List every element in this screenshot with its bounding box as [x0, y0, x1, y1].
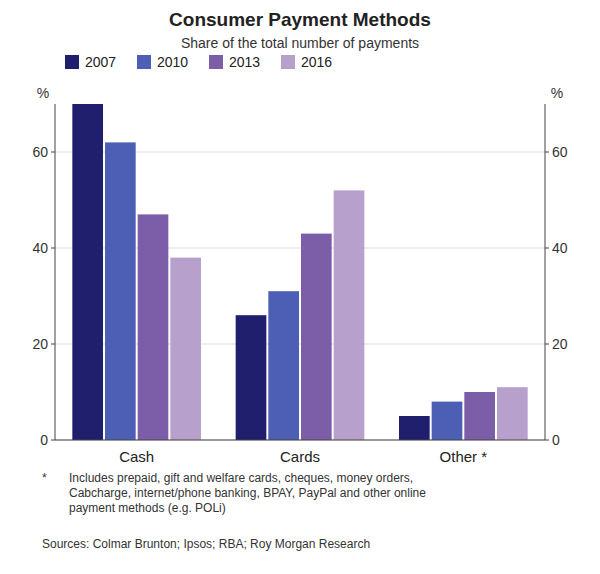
- bar: [464, 392, 495, 440]
- y-tick: [51, 248, 55, 249]
- y-axis-label: %: [37, 85, 49, 101]
- y-tick: [51, 344, 55, 345]
- y2-tick: [545, 344, 549, 345]
- legend-label: 2010: [157, 54, 188, 70]
- bar: [497, 387, 528, 440]
- bar: [236, 315, 267, 440]
- bar: [301, 234, 332, 440]
- x-tick-label: Cards: [280, 448, 320, 465]
- footnote-line: Cabcharge, internet/phone banking, BPAY,…: [69, 486, 426, 500]
- y-tick-label: 0: [40, 432, 48, 448]
- legend-label: 2013: [229, 54, 260, 70]
- legend-label: 2007: [85, 54, 116, 70]
- grid-line: [55, 440, 545, 441]
- y-tick-label: 60: [32, 144, 48, 160]
- bar: [268, 291, 299, 440]
- y2-tick: [545, 440, 549, 441]
- y2-tick-label: 20: [552, 336, 568, 352]
- y2-tick-label: 0: [552, 432, 560, 448]
- y2-axis-label: %: [551, 85, 563, 101]
- footnote: Includes prepaid, gift and welfare cards…: [69, 471, 426, 515]
- legend-label: 2016: [301, 54, 332, 70]
- bar: [432, 402, 463, 440]
- bar: [72, 104, 103, 440]
- subtitle: Share of the total number of payments: [181, 35, 419, 51]
- x-tick-label: Other *: [440, 448, 488, 465]
- legend: 2007 2010 2013 2016: [65, 54, 332, 70]
- sources: Sources: Colmar Brunton; Ipsos; RBA; Roy…: [42, 537, 370, 551]
- y2-tick-label: 40: [552, 240, 568, 256]
- title: Consumer Payment Methods: [169, 9, 431, 30]
- y2-tick-label: 60: [552, 144, 568, 160]
- legend-swatch: [281, 55, 295, 69]
- legend-swatch: [209, 55, 223, 69]
- bar: [334, 190, 365, 440]
- chart: Consumer Payment Methods Share of the tot…: [0, 0, 600, 574]
- footnote-star: *: [42, 471, 47, 485]
- footnote-line: Includes prepaid, gift and welfare cards…: [69, 471, 413, 485]
- y-tick-label: 20: [32, 336, 48, 352]
- y-tick: [51, 440, 55, 441]
- y2-tick: [545, 248, 549, 249]
- bar: [138, 214, 169, 440]
- bars: [72, 104, 527, 440]
- bar: [105, 142, 136, 440]
- footnote-line: payment methods (e.g. POLi): [69, 501, 226, 515]
- y-axis: [55, 104, 56, 440]
- y-tick: [51, 152, 55, 153]
- legend-swatch: [137, 55, 151, 69]
- y2-tick: [545, 152, 549, 153]
- bar: [170, 258, 201, 440]
- y2-axis: [545, 104, 546, 440]
- y-tick-label: 40: [32, 240, 48, 256]
- bar: [399, 416, 430, 440]
- legend-swatch: [65, 55, 79, 69]
- x-tick-label: Cash: [119, 448, 154, 465]
- x-axis: [55, 440, 545, 441]
